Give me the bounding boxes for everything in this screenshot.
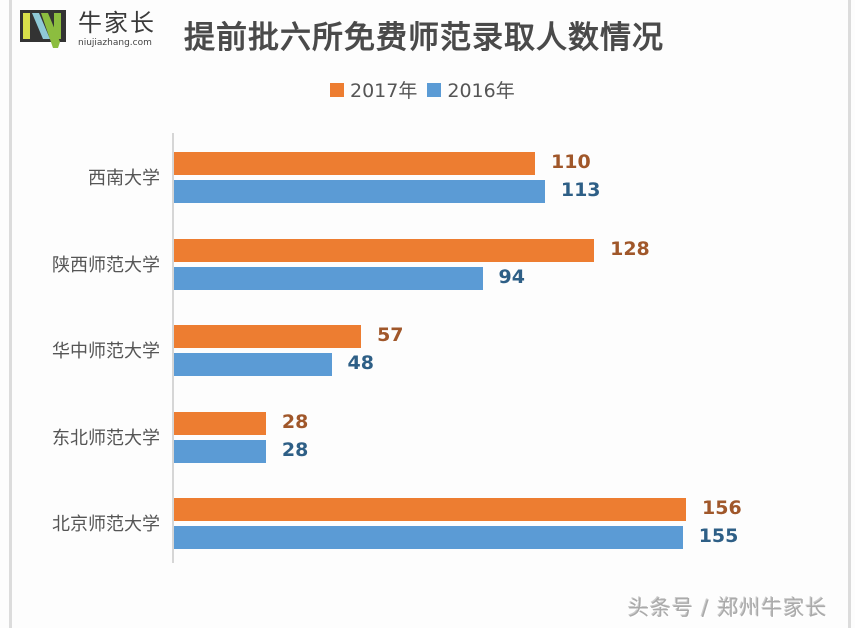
bar-value-label: 94 bbox=[498, 265, 525, 288]
category-label: 华中师范大学 bbox=[52, 341, 160, 362]
brand-domain: niujiazhang.com bbox=[78, 38, 152, 48]
legend-item-2017: 2017年 bbox=[330, 76, 417, 103]
bar-2017 bbox=[174, 411, 266, 435]
bar-value-label: 155 bbox=[698, 525, 739, 547]
bar-value-label: 57 bbox=[377, 324, 404, 346]
legend-label-2017: 2017年 bbox=[350, 80, 418, 102]
category-label: 北京师范大学 bbox=[52, 514, 160, 535]
bar-value-label: 48 bbox=[347, 352, 374, 374]
y-axis-line bbox=[172, 133, 174, 563]
watermark: 头条号 / 郑州牛家长 bbox=[628, 596, 828, 620]
bar-value-label: 28 bbox=[281, 410, 309, 433]
bar-value-label: 110 bbox=[551, 151, 591, 173]
niujiazhang-logo-icon bbox=[20, 10, 66, 48]
legend-swatch-2017 bbox=[330, 82, 344, 97]
bar-2017 bbox=[174, 498, 686, 521]
bar-value-label: 28 bbox=[281, 438, 309, 461]
chart-legend: 2017年 2016年 bbox=[330, 76, 525, 103]
bar-2016 bbox=[174, 526, 683, 549]
bar-2017 bbox=[174, 325, 362, 348]
legend-swatch-2016 bbox=[427, 82, 442, 97]
frame-border-left bbox=[9, 0, 12, 628]
category-label: 西南大学 bbox=[88, 168, 160, 189]
category-label: 东北师范大学 bbox=[52, 427, 160, 449]
legend-label-2016: 2016年 bbox=[447, 80, 515, 102]
bar-value-label: 128 bbox=[610, 237, 650, 260]
bar-2016 bbox=[174, 353, 332, 376]
legend-item-2016: 2016年 bbox=[427, 76, 515, 103]
bar-2017 bbox=[174, 152, 536, 175]
bar-2017 bbox=[174, 238, 595, 262]
category-label: 陕西师范大学 bbox=[52, 254, 160, 276]
brand-name: 牛家长 bbox=[78, 9, 156, 37]
bar-value-label: 156 bbox=[702, 497, 742, 519]
frame-border-right bbox=[848, 0, 851, 628]
chart-title: 提前批六所免费师范录取人数情况 bbox=[184, 20, 664, 56]
bar-2016 bbox=[174, 439, 266, 463]
bar-2016 bbox=[174, 266, 483, 290]
bar-value-label: 113 bbox=[560, 179, 601, 201]
bar-2016 bbox=[174, 180, 545, 203]
brand: 牛家长 niujiazhang.com bbox=[78, 10, 156, 49]
